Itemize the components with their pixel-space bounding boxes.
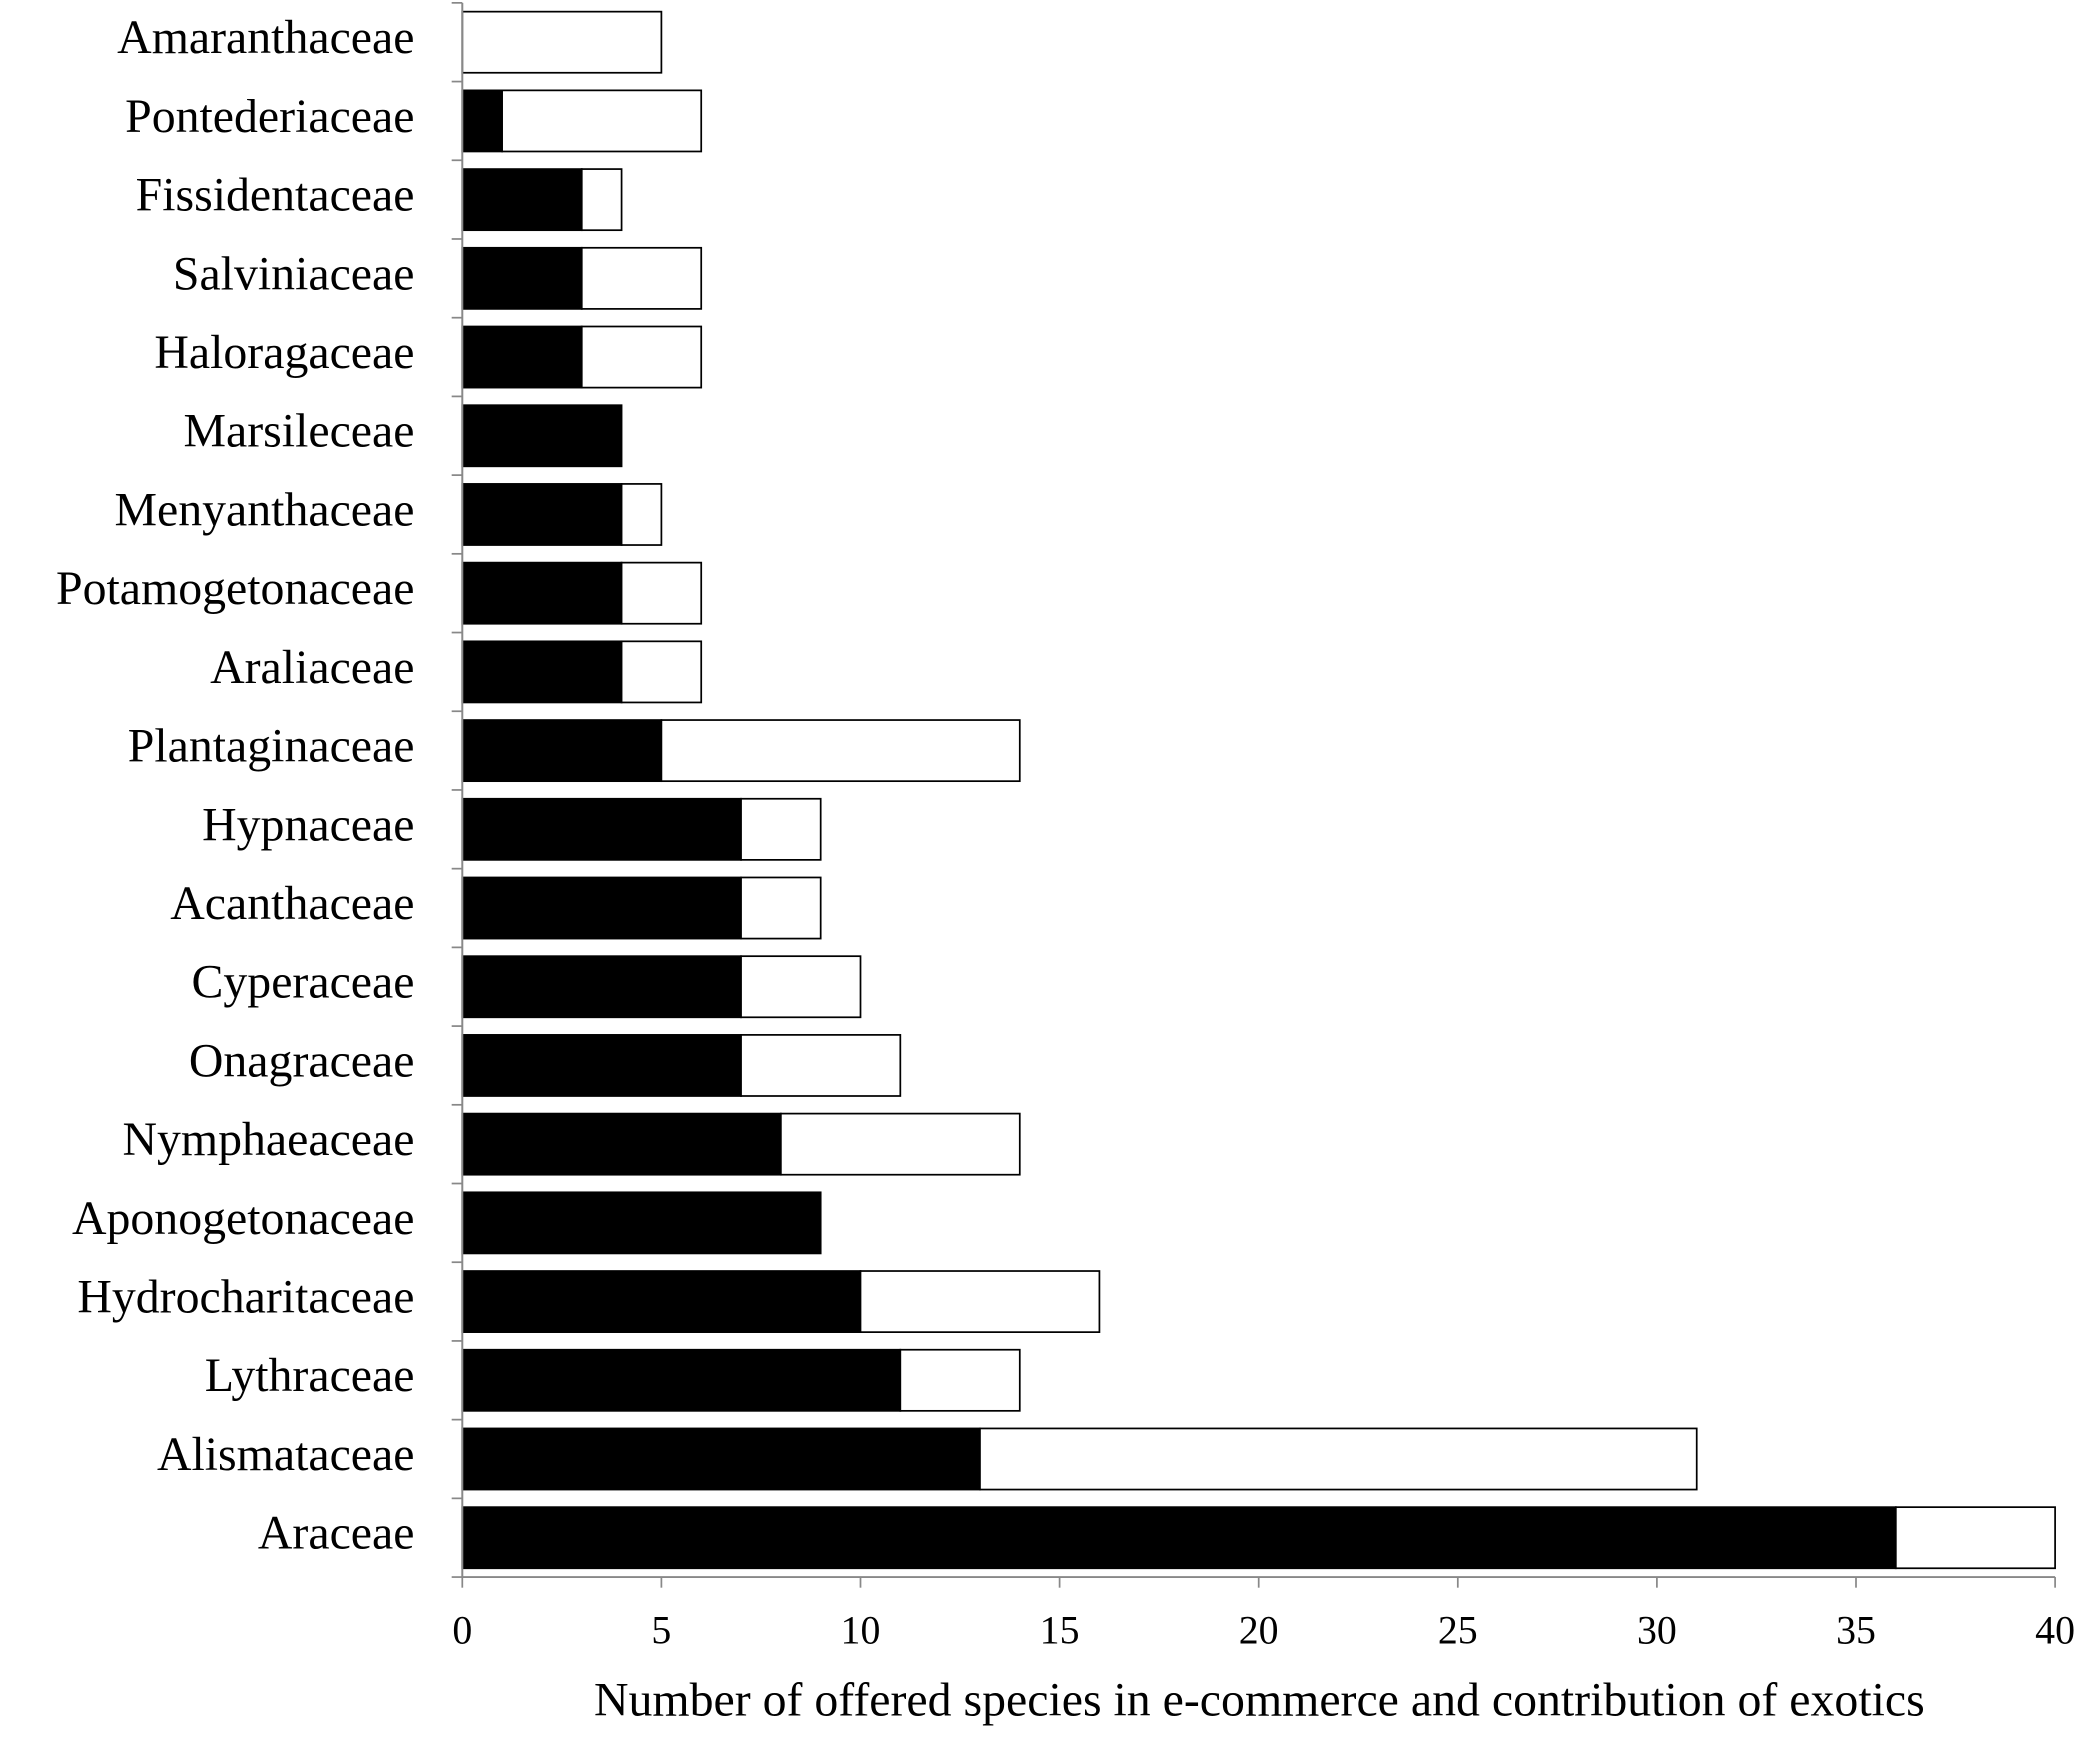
bar-segment	[461, 561, 623, 625]
x-tick-label: 10	[841, 1607, 881, 1652]
x-tick-label: 20	[1239, 1607, 1279, 1652]
bar-segment	[740, 797, 822, 861]
y-tick-label: Hypnaceae	[202, 798, 414, 851]
x-tick-label: 5	[651, 1607, 671, 1652]
y-tick-label: Marsileceae	[184, 405, 415, 458]
bar-segment	[461, 10, 663, 74]
x-tick-label: 15	[1040, 1607, 1080, 1652]
y-tick-label: Aponogetonaceae	[72, 1192, 414, 1245]
bar-segment	[979, 1427, 1698, 1491]
bar-segment	[461, 1270, 862, 1333]
bar-segment	[1894, 1506, 2056, 1570]
bar-segment	[461, 955, 742, 1019]
bar-segment	[461, 876, 742, 940]
bar-segment	[461, 404, 623, 468]
bar-segment	[461, 719, 663, 783]
bar-segment	[461, 1034, 742, 1097]
bar-segment	[580, 246, 703, 310]
bar-segment	[461, 1191, 822, 1255]
y-tick-label: Alismataceae	[157, 1428, 415, 1481]
y-tick-label: Lythraceae	[205, 1349, 415, 1402]
bar-segment	[461, 483, 623, 546]
bar-segment	[859, 1270, 1101, 1333]
bar-segment	[779, 1112, 1021, 1176]
x-tick-label: 25	[1438, 1607, 1478, 1652]
y-tick-label: Acanthaceae	[170, 877, 414, 930]
bar-segment	[461, 1427, 981, 1491]
bar-segment	[461, 246, 583, 310]
x-tick-label: 40	[2035, 1607, 2075, 1652]
y-tick-label: Pontederiaceae	[125, 90, 414, 143]
bar-segment	[461, 325, 583, 389]
bar-segment	[899, 1348, 1021, 1412]
bar-segment	[461, 1112, 782, 1176]
x-tick-label: 0	[452, 1607, 472, 1652]
bar-segment	[620, 483, 663, 546]
bar-segment	[461, 1506, 1897, 1570]
y-tick-label: Araliaceae	[210, 641, 414, 694]
y-tick-label: Araceae	[258, 1507, 415, 1560]
bar-segment	[501, 89, 703, 153]
bar-segment	[461, 640, 623, 704]
y-tick-label: Amaranthaceae	[117, 11, 414, 64]
y-tick-label: Plantaginaceae	[128, 720, 415, 773]
y-tick-label: Hydrocharitaceae	[77, 1271, 414, 1324]
bar-segment	[461, 89, 503, 153]
bar-segment	[580, 168, 623, 232]
y-tick-label: Haloragaceae	[154, 326, 414, 379]
x-tick-label: 30	[1637, 1607, 1677, 1652]
bar-segment	[461, 168, 583, 232]
y-tick-label: Salviniaceae	[173, 247, 415, 300]
bar-segment	[461, 1348, 902, 1412]
y-tick-label: Potamogetonaceae	[56, 562, 414, 615]
y-tick-label: Fissidentaceae	[136, 169, 415, 222]
y-tick-label: Menyanthaceae	[114, 483, 414, 536]
y-tick-label: Cyperaceae	[192, 956, 415, 1009]
bar-segment	[740, 876, 822, 940]
x-tick-label: 35	[1836, 1607, 1876, 1652]
y-tick-label: Onagraceae	[189, 1034, 415, 1087]
bar-segment	[580, 325, 703, 389]
bar-segment	[620, 561, 703, 625]
bar-segment	[740, 1034, 902, 1097]
y-tick-label: Nymphaeaceae	[122, 1113, 414, 1166]
bar-segment	[740, 955, 862, 1019]
x-axis-title: Number of offered species in e-commerce …	[594, 1674, 1925, 1727]
bar-segment	[461, 797, 742, 861]
bar-segment	[620, 640, 703, 704]
bar-segment	[660, 719, 1021, 783]
